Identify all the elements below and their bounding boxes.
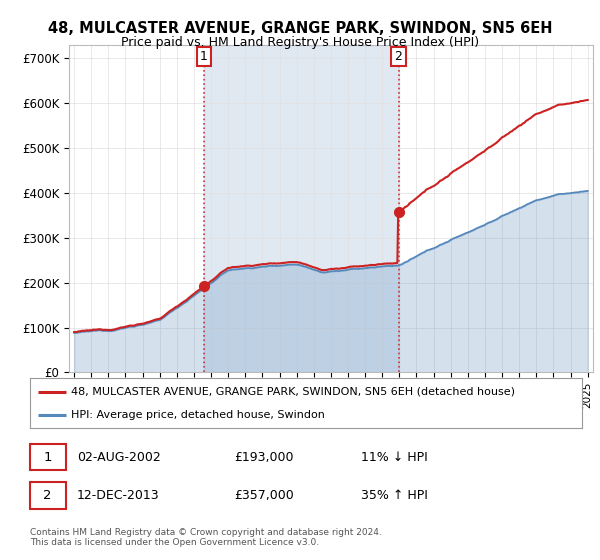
Text: 1: 1 <box>200 50 208 63</box>
Text: HPI: Average price, detached house, Swindon: HPI: Average price, detached house, Swin… <box>71 410 325 420</box>
Text: 02-AUG-2002: 02-AUG-2002 <box>77 451 161 464</box>
Text: 2: 2 <box>395 50 403 63</box>
Text: 35% ↑ HPI: 35% ↑ HPI <box>361 489 428 502</box>
Text: £357,000: £357,000 <box>234 489 294 502</box>
FancyBboxPatch shape <box>30 444 66 470</box>
FancyBboxPatch shape <box>30 483 66 509</box>
Text: 12-DEC-2013: 12-DEC-2013 <box>77 489 160 502</box>
Text: 1: 1 <box>43 451 52 464</box>
Text: Price paid vs. HM Land Registry's House Price Index (HPI): Price paid vs. HM Land Registry's House … <box>121 36 479 49</box>
Text: 48, MULCASTER AVENUE, GRANGE PARK, SWINDON, SN5 6EH: 48, MULCASTER AVENUE, GRANGE PARK, SWIND… <box>48 21 552 36</box>
Text: Contains HM Land Registry data © Crown copyright and database right 2024.
This d: Contains HM Land Registry data © Crown c… <box>30 528 382 547</box>
Text: 2: 2 <box>43 489 52 502</box>
Text: 48, MULCASTER AVENUE, GRANGE PARK, SWINDON, SN5 6EH (detached house): 48, MULCASTER AVENUE, GRANGE PARK, SWIND… <box>71 386 515 396</box>
Bar <box>204 45 398 372</box>
Text: £193,000: £193,000 <box>234 451 294 464</box>
Text: 11% ↓ HPI: 11% ↓ HPI <box>361 451 428 464</box>
